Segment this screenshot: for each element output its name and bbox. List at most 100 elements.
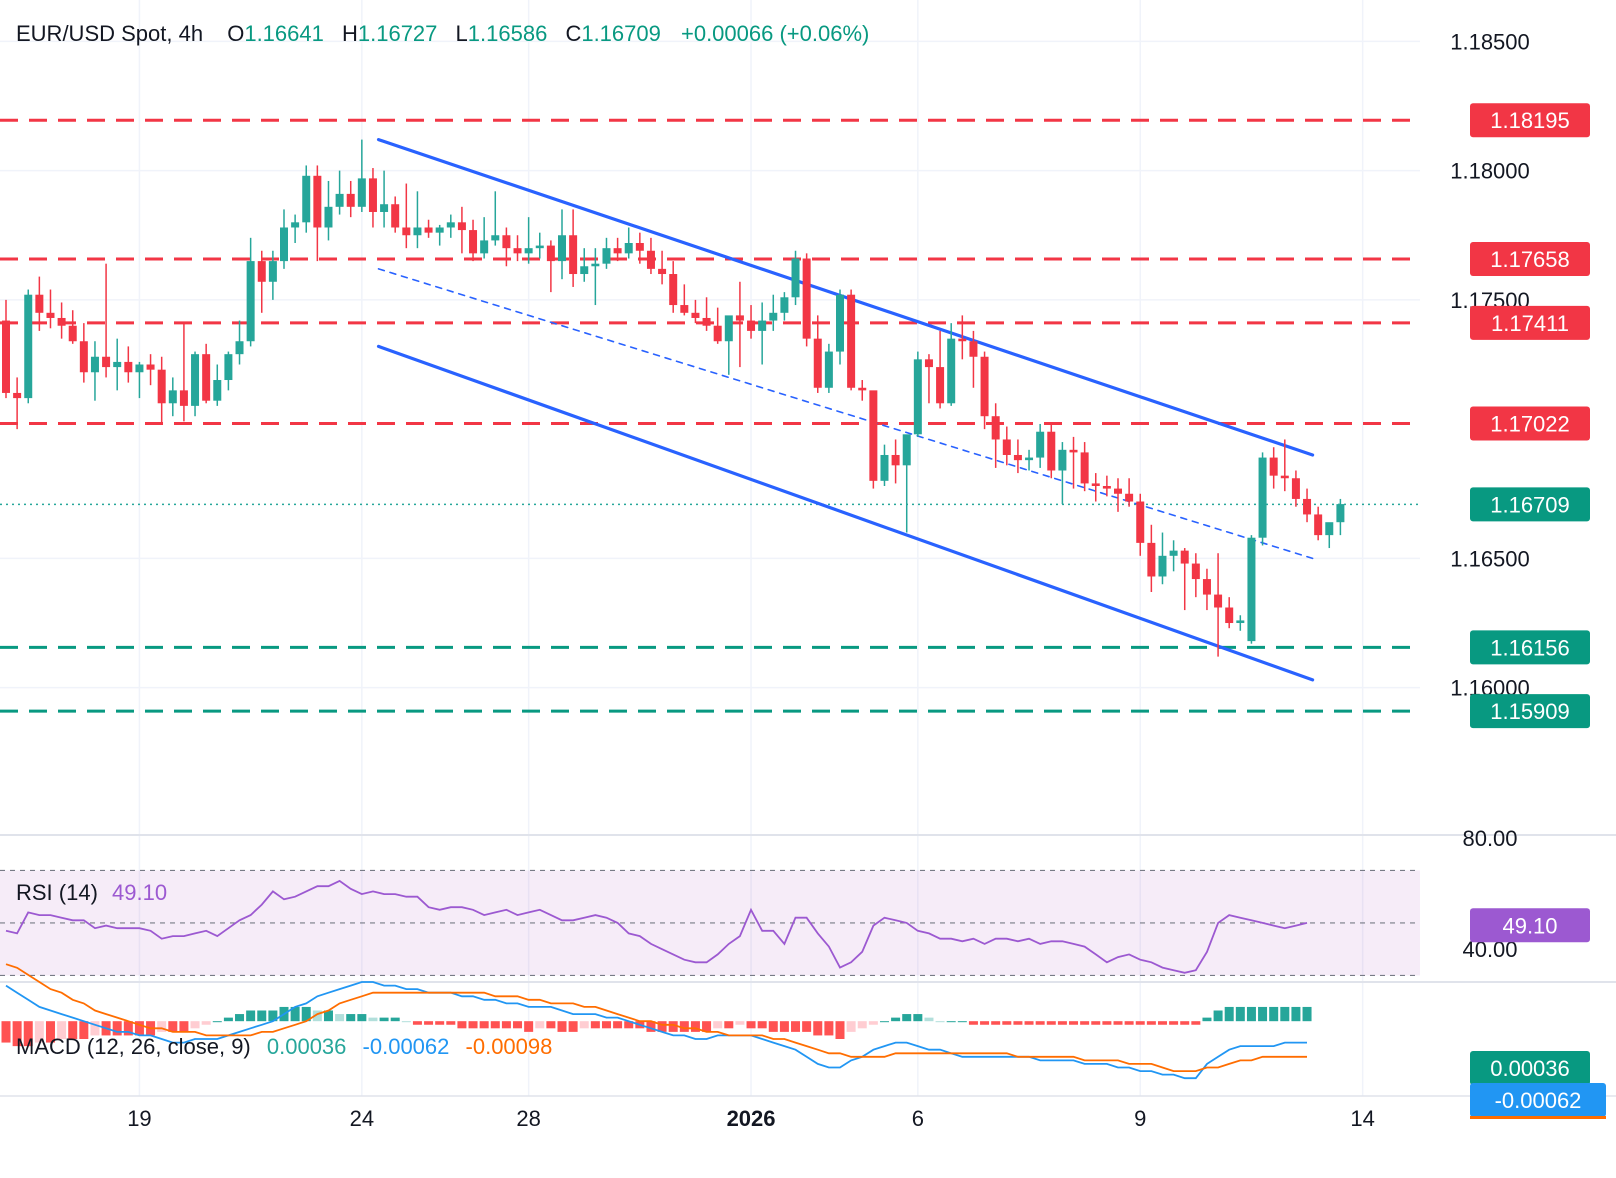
- candle-bullish[interactable]: [602, 237, 611, 269]
- candle-bearish[interactable]: [35, 276, 44, 331]
- candle-bearish[interactable]: [1125, 478, 1134, 507]
- candle-bearish[interactable]: [1091, 473, 1100, 502]
- candlesticks[interactable]: [2, 139, 1345, 657]
- candle-bearish[interactable]: [79, 323, 88, 383]
- candle-bearish[interactable]: [869, 390, 878, 489]
- candle-bullish[interactable]: [446, 214, 455, 238]
- candle-bullish[interactable]: [947, 323, 956, 406]
- candle-bearish[interactable]: [2, 299, 10, 399]
- descending-channel[interactable]: [376, 137, 1315, 682]
- candle-bearish[interactable]: [368, 168, 377, 228]
- candle-bullish[interactable]: [836, 289, 844, 365]
- candle-bullish[interactable]: [824, 343, 833, 393]
- candle-bearish[interactable]: [1280, 439, 1289, 492]
- candle-bearish[interactable]: [124, 346, 133, 383]
- candle-bearish[interactable]: [1180, 548, 1189, 611]
- candle-bullish[interactable]: [1247, 535, 1256, 644]
- candle-bearish[interactable]: [847, 289, 856, 391]
- candle-bullish[interactable]: [302, 165, 311, 233]
- candle-bullish[interactable]: [324, 180, 333, 241]
- candle-bullish[interactable]: [380, 170, 389, 228]
- candle-bearish[interactable]: [1202, 568, 1211, 611]
- candle-bearish[interactable]: [13, 377, 22, 430]
- candle-bullish[interactable]: [246, 237, 255, 347]
- header-legend[interactable]: EUR/USD Spot, 4h O1.16641 H1.16727 L1.16…: [16, 21, 869, 46]
- candle-bearish[interactable]: [1002, 426, 1011, 466]
- candle-bearish[interactable]: [457, 206, 466, 254]
- candle-bearish[interactable]: [1069, 436, 1078, 489]
- macd-pane[interactable]: [1, 963, 1312, 1080]
- candle-bearish[interactable]: [469, 219, 478, 262]
- candle-bullish[interactable]: [902, 434, 911, 533]
- candle-bullish[interactable]: [769, 294, 778, 331]
- candle-bullish[interactable]: [235, 320, 244, 365]
- candle-bullish[interactable]: [558, 209, 566, 280]
- candle-bearish[interactable]: [46, 289, 55, 329]
- candle-bearish[interactable]: [569, 209, 578, 287]
- candle-bearish[interactable]: [747, 305, 756, 339]
- candle-bearish[interactable]: [969, 330, 978, 388]
- candle-bearish[interactable]: [980, 351, 989, 430]
- candle-bearish[interactable]: [713, 307, 722, 344]
- candle-bearish[interactable]: [735, 281, 744, 368]
- candle-bearish[interactable]: [402, 183, 411, 249]
- candle-bearish[interactable]: [1214, 553, 1223, 657]
- candle-bullish[interactable]: [213, 364, 222, 406]
- candle-bullish[interactable]: [913, 351, 922, 437]
- candle-bearish[interactable]: [958, 315, 967, 360]
- candle-bullish[interactable]: [1336, 498, 1345, 536]
- channel-middle-line[interactable]: [377, 268, 1314, 560]
- candle-bullish[interactable]: [357, 139, 366, 212]
- candle-bearish[interactable]: [502, 227, 511, 267]
- candle-bearish[interactable]: [146, 354, 155, 386]
- candle-bearish[interactable]: [1291, 470, 1300, 507]
- candle-bullish[interactable]: [535, 232, 544, 259]
- candle-bearish[interactable]: [646, 237, 655, 275]
- candle-bearish[interactable]: [202, 343, 211, 404]
- candle-bearish[interactable]: [513, 235, 522, 262]
- candle-bearish[interactable]: [802, 253, 811, 347]
- candle-bearish[interactable]: [936, 330, 945, 409]
- candle-bearish[interactable]: [391, 196, 400, 233]
- candle-bullish[interactable]: [90, 341, 99, 401]
- candle-bullish[interactable]: [335, 170, 344, 215]
- candle-bearish[interactable]: [1013, 439, 1022, 474]
- candle-bearish[interactable]: [1136, 493, 1145, 556]
- macd-line[interactable]: [5, 981, 1307, 1080]
- candle-bearish[interactable]: [1225, 597, 1234, 629]
- candle-bearish[interactable]: [691, 299, 700, 324]
- candle-bearish[interactable]: [1314, 506, 1323, 541]
- candle-bullish[interactable]: [591, 248, 600, 306]
- candle-bullish[interactable]: [791, 250, 800, 306]
- candle-bullish[interactable]: [1258, 452, 1267, 546]
- candle-bullish[interactable]: [191, 351, 200, 417]
- candle-bullish[interactable]: [413, 191, 422, 249]
- candle-bullish[interactable]: [1325, 522, 1334, 549]
- candle-bearish[interactable]: [1303, 488, 1312, 523]
- candle-bullish[interactable]: [24, 289, 33, 404]
- signal-line[interactable]: [5, 963, 1307, 1072]
- macd-legend[interactable]: MACD (12, 26, close, 9) 0.00036 -0.00062…: [16, 1034, 552, 1059]
- candle-bearish[interactable]: [1080, 442, 1089, 492]
- candle-bullish[interactable]: [1236, 615, 1245, 631]
- candle-bearish[interactable]: [257, 250, 266, 313]
- rsi-legend[interactable]: RSI (14) 49.10: [16, 880, 167, 905]
- candle-bearish[interactable]: [424, 219, 433, 238]
- candle-bearish[interactable]: [102, 263, 111, 378]
- candle-bearish[interactable]: [669, 261, 678, 313]
- candle-bearish[interactable]: [613, 237, 622, 262]
- time-axis[interactable]: 19 24 28 2026 6 9 14: [127, 1106, 1375, 1131]
- candle-bullish[interactable]: [580, 248, 589, 282]
- candle-bullish[interactable]: [724, 315, 733, 375]
- candle-bullish[interactable]: [491, 191, 500, 246]
- candle-bearish[interactable]: [1191, 553, 1200, 598]
- candle-bearish[interactable]: [813, 315, 822, 393]
- candle-bearish[interactable]: [991, 403, 1000, 468]
- price-axis[interactable]: 1.185001.180001.175001.165001.1600080.00…: [1450, 29, 1530, 962]
- candle-bullish[interactable]: [168, 377, 177, 417]
- candle-bullish[interactable]: [480, 217, 489, 259]
- candle-bullish[interactable]: [135, 361, 144, 399]
- candle-bearish[interactable]: [546, 240, 555, 293]
- candle-bearish[interactable]: [635, 232, 644, 264]
